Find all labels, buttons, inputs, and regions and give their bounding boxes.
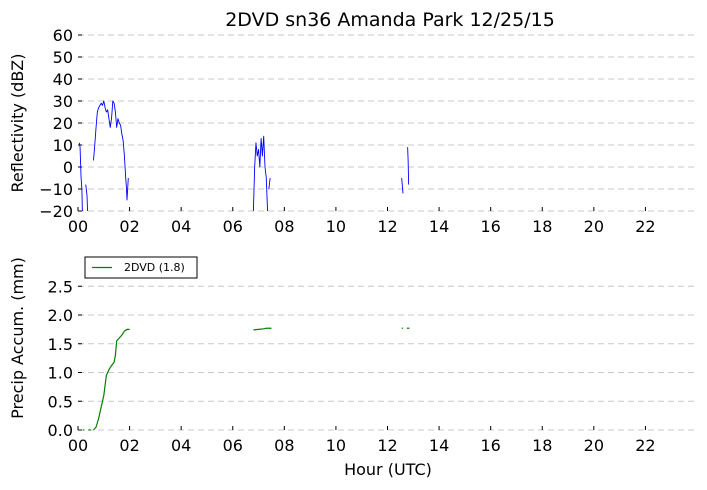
precip-accum-ytick-label: 2.5: [48, 277, 73, 296]
reflectivity-xtick-label: 10: [326, 217, 346, 236]
precip-accum-panel: Precip Accum. (mm) Hour (UTC) 2DVD (1.8)…: [8, 256, 697, 479]
precip-accum-xtick-label: 22: [635, 436, 655, 455]
chart-title: 2DVD sn36 Amanda Park 12/25/15: [225, 9, 555, 31]
reflectivity-ytick-label: 50: [53, 48, 73, 67]
reflectivity-ylabel: Reflectivity (dBZ): [8, 54, 27, 193]
legend: 2DVD (1.8): [84, 256, 198, 279]
reflectivity-ytick-label: −10: [39, 180, 73, 199]
precip-accum-xlabel: Hour (UTC): [344, 460, 432, 479]
reflectivity-xtick-label: 14: [429, 217, 449, 236]
reflectivity-xtick-label: 22: [635, 217, 655, 236]
precip-accum-xtick-label: 12: [377, 436, 397, 455]
reflectivity-ytick-label: −20: [39, 202, 73, 221]
precip-accum-xtick-label: 06: [223, 436, 243, 455]
precip-accum-xtick-label: 02: [119, 436, 139, 455]
reflectivity-xtick-label: 20: [584, 217, 604, 236]
reflectivity-xtick-label: 04: [171, 217, 191, 236]
reflectivity-ytick-label: 40: [53, 70, 73, 89]
precip-accum-xtick-label: 20: [584, 436, 604, 455]
reflectivity-series-line: [401, 177, 404, 194]
reflectivity-xtick-label: 18: [532, 217, 552, 236]
precip-accum-ylabel: Precip Accum. (mm): [8, 257, 27, 419]
reflectivity-xtick-label: 12: [377, 217, 397, 236]
reflectivity-series-line: [252, 135, 269, 212]
reflectivity-xtick-label: 00: [68, 217, 88, 236]
precip-accum-xtick-label: 16: [480, 436, 500, 455]
precip-accum-xtick-label: 14: [429, 436, 449, 455]
reflectivity-ytick-label: 60: [53, 26, 73, 45]
reflectivity-panel: Reflectivity (dBZ) −20 −10 0 10 20 30 40 50 60 00…: [8, 26, 697, 236]
precip-accum-series-line: [253, 327, 272, 331]
reflectivity-xtick-label: 02: [119, 217, 139, 236]
precip-accum-ytick-label: 0.5: [48, 392, 73, 411]
reflectivity-series-line: [407, 147, 410, 185]
reflectivity-ytick-label: 10: [53, 136, 73, 155]
precip-accum-xtick-label: 08: [274, 436, 294, 455]
reflectivity-series-line: [93, 100, 129, 201]
precip-accum-ytick-label: 1.5: [48, 335, 73, 354]
precip-accum-xtick-label: 18: [532, 436, 552, 455]
reflectivity-series-line: [85, 184, 88, 212]
reflectivity-series-line: [268, 177, 271, 190]
reflectivity-ytick-label: 20: [53, 114, 73, 133]
precip-accum-xtick-label: 00: [68, 436, 88, 455]
precip-accum-ytick-label: 0.0: [48, 421, 73, 440]
legend-box: [84, 256, 198, 279]
reflectivity-xtick-label: 16: [480, 217, 500, 236]
reflectivity-series-line: [78, 142, 83, 212]
reflectivity-ytick-label: 30: [53, 92, 73, 111]
precip-accum-ytick-label: 1.0: [48, 364, 73, 383]
precip-accum-xtick-label: 04: [171, 436, 191, 455]
precip-accum-ytick-label: 2.0: [48, 306, 73, 325]
precip-accum-xtick-label: 10: [326, 436, 346, 455]
legend-label: 2DVD (1.8): [124, 261, 185, 274]
precip-accum-series-line: [93, 328, 130, 431]
reflectivity-xtick-label: 08: [274, 217, 294, 236]
reflectivity-xtick-label: 06: [223, 217, 243, 236]
reflectivity-ytick-label: 0: [63, 158, 73, 177]
